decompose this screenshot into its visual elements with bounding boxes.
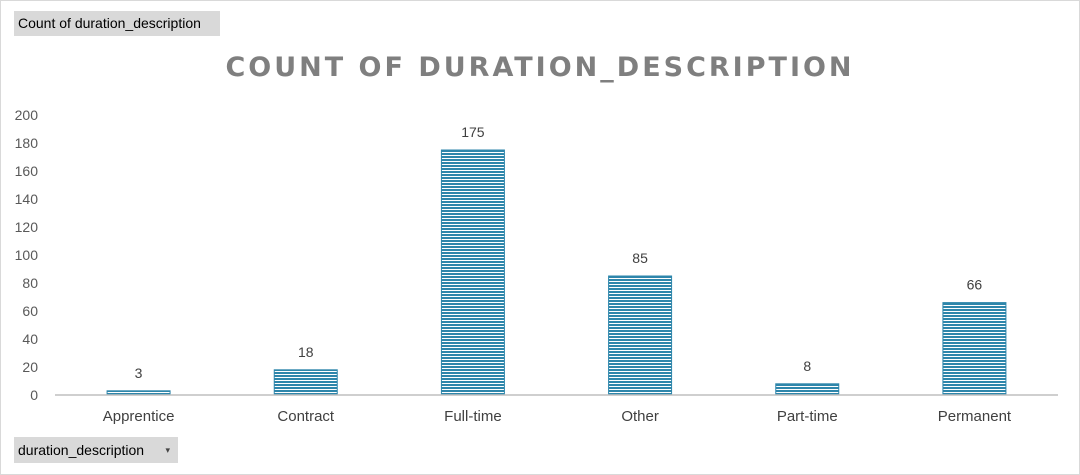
data-label: 18 (298, 344, 314, 360)
filter-dropdown-icon[interactable]: ▾ (165, 445, 170, 455)
y-tick-label: 80 (22, 275, 38, 291)
bar (942, 302, 1007, 396)
bar (608, 275, 673, 396)
values-field-label: Count of duration_description (18, 15, 201, 31)
x-category-label: Other (621, 408, 659, 425)
y-tick-label: 120 (15, 219, 39, 235)
bars (106, 149, 1007, 396)
bar (775, 383, 840, 396)
axis-field-label: duration_description (18, 442, 145, 458)
data-label: 85 (632, 250, 648, 266)
y-tick-label: 140 (15, 191, 39, 207)
x-axis: Apprentice Contract Full-time Other Part-tim… (103, 408, 1012, 425)
y-tick-label: 180 (15, 135, 39, 151)
y-tick-label: 0 (30, 387, 38, 403)
axis-field-button[interactable]: duration_description ▾ (14, 437, 178, 463)
data-label: 8 (803, 358, 811, 374)
x-category-label: Part-time (777, 408, 838, 425)
values-field-button[interactable]: Count of duration_description (14, 11, 220, 36)
bar (440, 149, 505, 396)
x-category-label: Apprentice (103, 408, 175, 425)
data-label: 66 (967, 277, 983, 293)
y-axis: 0 20 40 60 80 100 120 140 160 180 200 (15, 107, 39, 403)
y-tick-label: 20 (22, 359, 38, 375)
x-category-label: Contract (277, 408, 335, 425)
bar (273, 369, 338, 396)
data-label: 3 (135, 365, 143, 381)
x-category-label: Full-time (444, 408, 502, 425)
chart-title: COUNT OF DURATION_DESCRIPTION (225, 52, 855, 83)
y-tick-label: 100 (15, 247, 39, 263)
y-tick-label: 200 (15, 107, 39, 123)
y-tick-label: 160 (15, 163, 39, 179)
y-tick-label: 40 (22, 331, 38, 347)
data-label: 175 (461, 124, 485, 140)
x-category-label: Permanent (938, 408, 1012, 425)
y-tick-label: 60 (22, 303, 38, 319)
data-labels: 3 18 175 85 8 66 (135, 124, 983, 381)
